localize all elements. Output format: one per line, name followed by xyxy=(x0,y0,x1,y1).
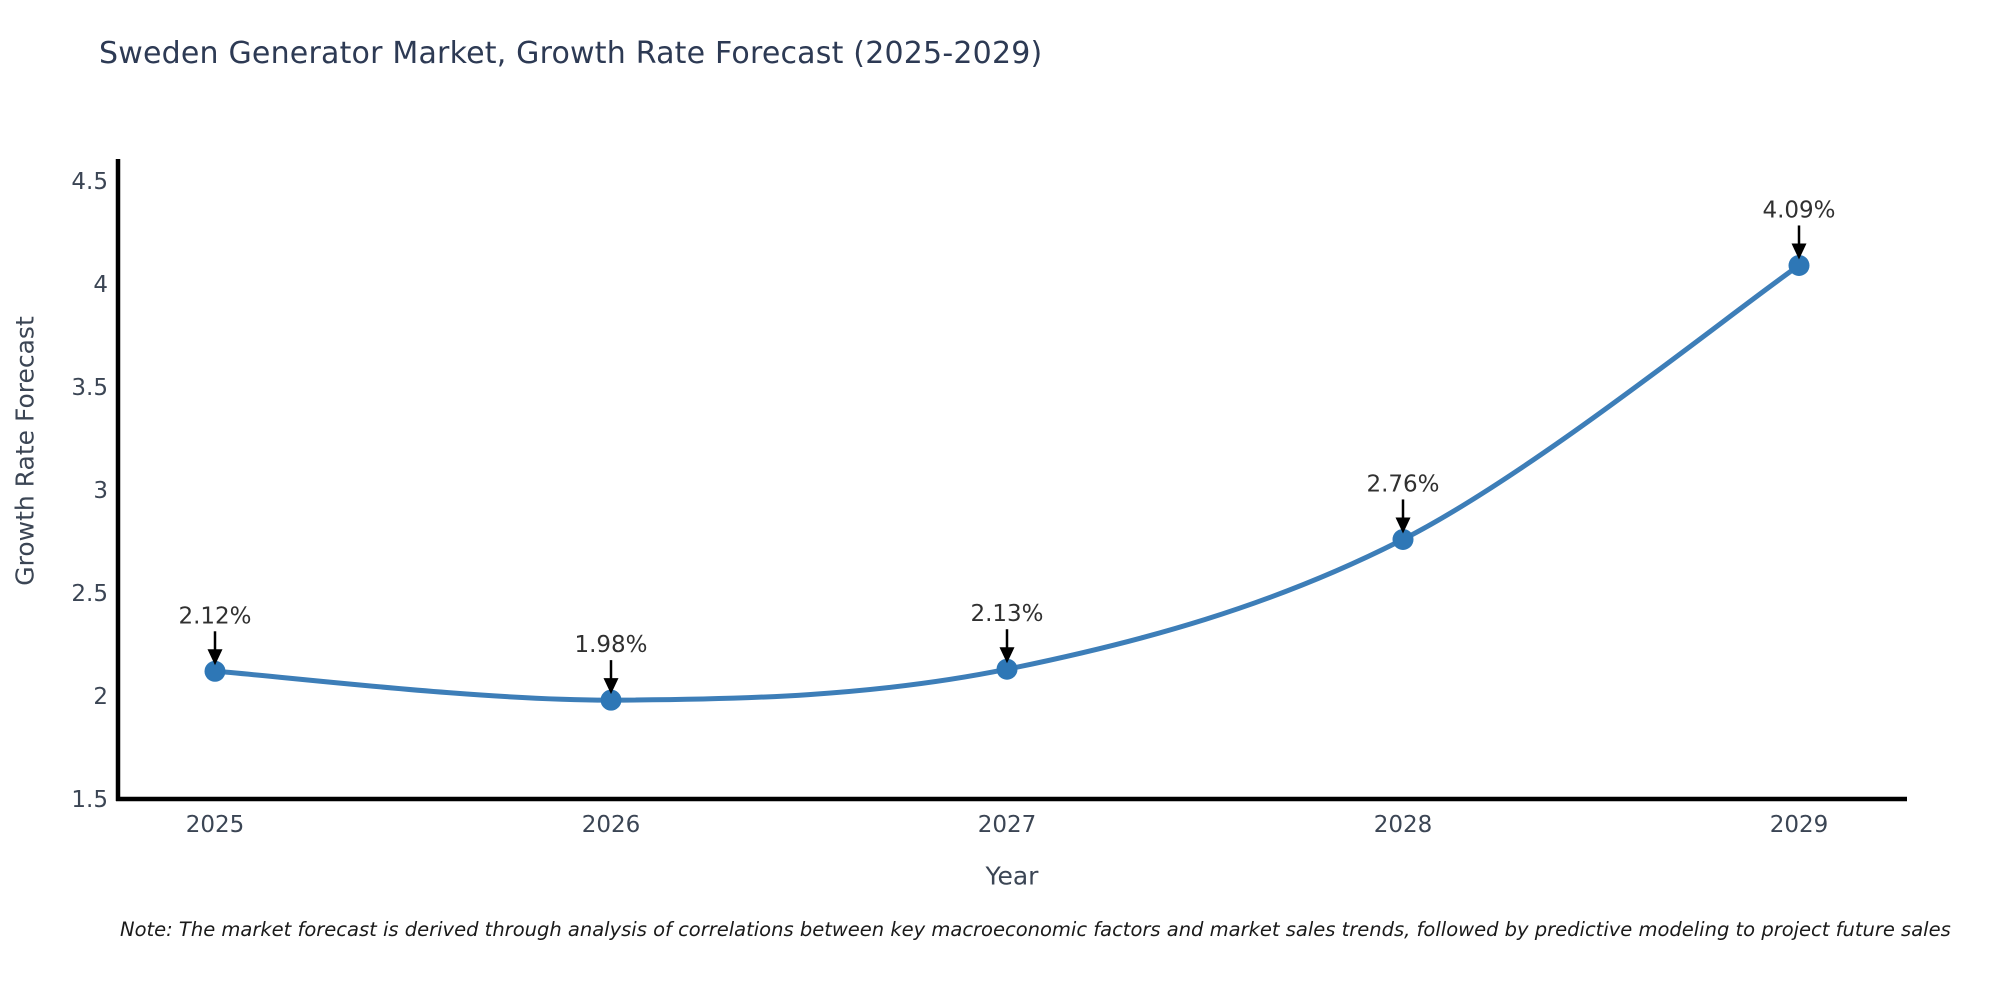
x-tick-label: 2027 xyxy=(978,812,1037,838)
data-point xyxy=(1788,254,1810,276)
data-point xyxy=(996,658,1018,680)
annotation-arrowhead xyxy=(207,649,223,666)
x-tick-label: 2026 xyxy=(582,812,641,838)
y-tick-label: 2.5 xyxy=(71,581,108,607)
y-tick-label: 3.5 xyxy=(71,375,108,401)
data-point xyxy=(600,689,622,711)
x-axis-title: Year xyxy=(985,861,1039,891)
y-tick-label: 1.5 xyxy=(71,787,108,813)
x-tick-label: 2025 xyxy=(186,812,245,838)
x-tick-label: 2028 xyxy=(1374,812,1433,838)
annotation-label: 4.09% xyxy=(1762,197,1835,223)
annotation-label: 1.98% xyxy=(574,632,647,658)
annotation-label: 2.13% xyxy=(970,601,1043,627)
data-point xyxy=(204,660,226,682)
annotation-label: 2.12% xyxy=(178,603,251,629)
annotation-arrowhead xyxy=(1791,243,1807,260)
chart-title: Sweden Generator Market, Growth Rate For… xyxy=(99,36,1043,71)
y-tick-label: 4.5 xyxy=(71,169,108,195)
x-tick-label: 2029 xyxy=(1770,812,1829,838)
y-tick-label: 4 xyxy=(93,272,108,298)
annotation-arrowhead xyxy=(603,678,619,695)
data-point xyxy=(1392,528,1414,550)
annotation-arrowhead xyxy=(999,647,1015,664)
y-tick-label: 2 xyxy=(93,684,108,710)
footnote: Note: The market forecast is derived thr… xyxy=(120,918,1951,941)
annotation-label: 2.76% xyxy=(1366,471,1439,497)
annotation-arrowhead xyxy=(1395,517,1411,534)
y-tick-label: 3 xyxy=(93,478,108,504)
